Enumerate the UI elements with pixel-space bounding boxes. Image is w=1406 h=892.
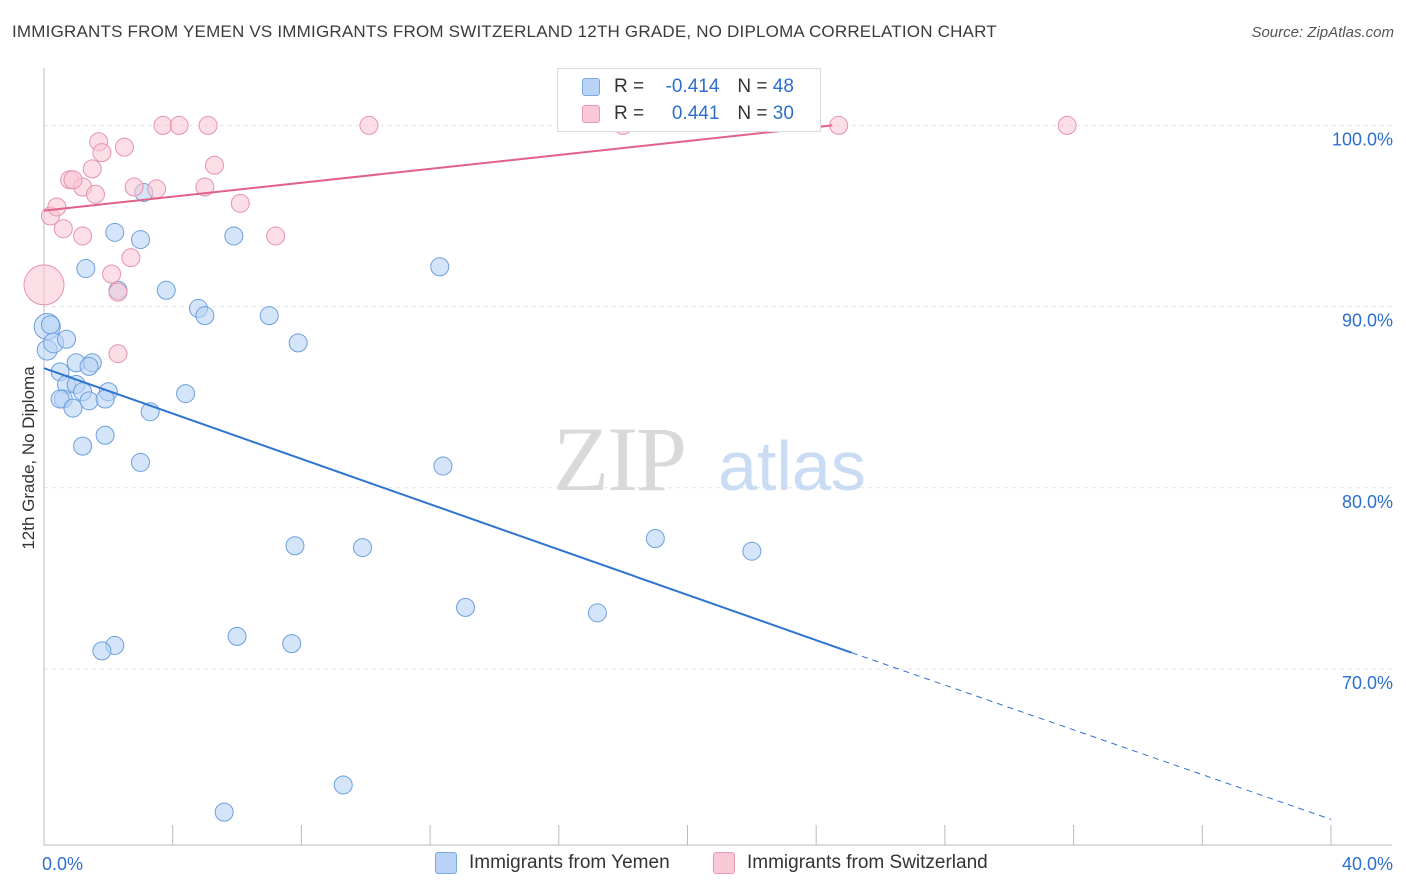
switzerland-point bbox=[230, 193, 250, 213]
yemen-point bbox=[92, 641, 112, 661]
switzerland-point bbox=[124, 177, 144, 197]
tick-labels: 70.0% 80.0% 90.0% 100.0% 0.0% 40.0% bbox=[42, 129, 1393, 874]
switzerland-point bbox=[73, 226, 93, 246]
switzerland-point bbox=[829, 115, 849, 135]
y-tick-label: 90.0% bbox=[1342, 311, 1393, 331]
yemen-point bbox=[214, 802, 234, 822]
switzerland-point bbox=[205, 155, 225, 175]
switzerland-point bbox=[63, 170, 83, 190]
trend-lines bbox=[43, 124, 1332, 820]
switzerland-point bbox=[121, 248, 141, 268]
switzerland-point bbox=[53, 219, 73, 239]
yemen-point bbox=[156, 280, 176, 300]
yemen-point bbox=[195, 306, 215, 326]
legend-n-label: N = bbox=[737, 76, 768, 97]
x-tick-label: 40.0% bbox=[1342, 854, 1393, 874]
watermark-atlas: atlas bbox=[718, 427, 866, 505]
yemen-point bbox=[455, 597, 475, 617]
legend-n-value-switzerland: 30 bbox=[772, 103, 794, 124]
chart-source: Source: ZipAtlas.com bbox=[1251, 24, 1394, 41]
legend-n-value-yemen: 48 bbox=[772, 76, 794, 97]
correlation-legend: R = -0.414 N = 48 R = 0.441 N = 30 bbox=[557, 68, 821, 132]
legend-swatch-switzerland bbox=[582, 105, 600, 123]
legend-r-value-switzerland: 0.441 bbox=[671, 103, 720, 124]
yemen-point bbox=[79, 391, 99, 411]
yemen-point bbox=[40, 315, 60, 335]
y-tick-label: 100.0% bbox=[1332, 129, 1393, 149]
yemen-point bbox=[95, 425, 115, 445]
bottom-legend-label-yemen: Immigrants from Yemen bbox=[469, 852, 670, 873]
legend-n-label: N = bbox=[737, 103, 768, 124]
data-points bbox=[23, 115, 1077, 822]
switzerland-point bbox=[85, 184, 105, 204]
switzerland-point bbox=[153, 115, 173, 135]
legend-r-label: R = bbox=[614, 76, 645, 97]
yemen-point bbox=[353, 538, 373, 558]
yemen-point bbox=[433, 456, 453, 476]
switzerland-point bbox=[147, 179, 167, 199]
switzerland-point bbox=[198, 115, 218, 135]
yemen-point bbox=[76, 259, 96, 279]
switzerland-point bbox=[114, 137, 134, 157]
yemen-point bbox=[63, 398, 83, 418]
switzerland-point bbox=[23, 264, 65, 306]
yemen-trend-line bbox=[43, 367, 852, 654]
yemen-point bbox=[333, 775, 353, 795]
switzerland-point bbox=[47, 197, 67, 217]
bottom-legend-yemen: Immigrants from Yemen bbox=[435, 852, 670, 874]
yemen-point bbox=[282, 634, 302, 654]
watermark-zip: ZIP bbox=[553, 408, 685, 510]
y-tick-label: 70.0% bbox=[1342, 673, 1393, 693]
y-tick-label: 80.0% bbox=[1342, 492, 1393, 512]
x-tick-label: 0.0% bbox=[42, 854, 83, 874]
switzerland-point bbox=[102, 264, 122, 284]
chart-title: IMMIGRANTS FROM YEMEN VS IMMIGRANTS FROM… bbox=[12, 22, 997, 41]
yemen-point bbox=[227, 626, 247, 646]
legend-swatch-yemen bbox=[582, 78, 600, 96]
axes bbox=[43, 68, 1392, 846]
yemen-point bbox=[285, 536, 305, 556]
switzerland-point bbox=[1057, 115, 1077, 135]
legend-row-yemen: R = -0.414 N = 48 bbox=[582, 75, 794, 99]
yemen-point bbox=[79, 356, 99, 376]
bottom-legend-swatch-yemen bbox=[435, 852, 457, 874]
y-axis-label: 12th Grade, No Diploma bbox=[19, 366, 38, 550]
switzerland-point bbox=[169, 115, 189, 135]
switzerland-point bbox=[359, 115, 379, 135]
watermark: ZIP atlas bbox=[553, 408, 866, 510]
yemen-point bbox=[131, 452, 151, 472]
bottom-legend-swatch-switzerland bbox=[713, 852, 735, 874]
yemen-point bbox=[73, 436, 93, 456]
yemen-point bbox=[131, 230, 151, 250]
yemen-point bbox=[176, 384, 196, 404]
yemen-point bbox=[645, 529, 665, 549]
legend-r-value-yemen: -0.414 bbox=[665, 76, 720, 97]
switzerland-point bbox=[108, 344, 128, 364]
switzerland-point bbox=[195, 177, 215, 197]
yemen-point bbox=[50, 389, 70, 409]
yemen-point bbox=[224, 226, 244, 246]
switzerland-point bbox=[82, 159, 102, 179]
legend-r-label: R = bbox=[614, 103, 645, 124]
yemen-point bbox=[587, 603, 607, 623]
switzerland-point bbox=[266, 226, 286, 246]
switzerland-point bbox=[92, 143, 112, 163]
yemen-trend-extension bbox=[851, 652, 1332, 820]
yemen-point bbox=[742, 541, 762, 561]
yemen-point bbox=[430, 257, 450, 277]
yemen-point bbox=[288, 333, 308, 353]
switzerland-point bbox=[108, 282, 128, 302]
yemen-point bbox=[105, 222, 125, 242]
bottom-legend-label-switzerland: Immigrants from Switzerland bbox=[747, 852, 988, 873]
bottom-legend-switzerland: Immigrants from Switzerland bbox=[713, 852, 988, 874]
yemen-point bbox=[57, 329, 77, 349]
yemen-point bbox=[259, 306, 279, 326]
switzerland-trend-line bbox=[43, 124, 833, 212]
legend-row-switzerland: R = 0.441 N = 30 bbox=[582, 102, 794, 126]
